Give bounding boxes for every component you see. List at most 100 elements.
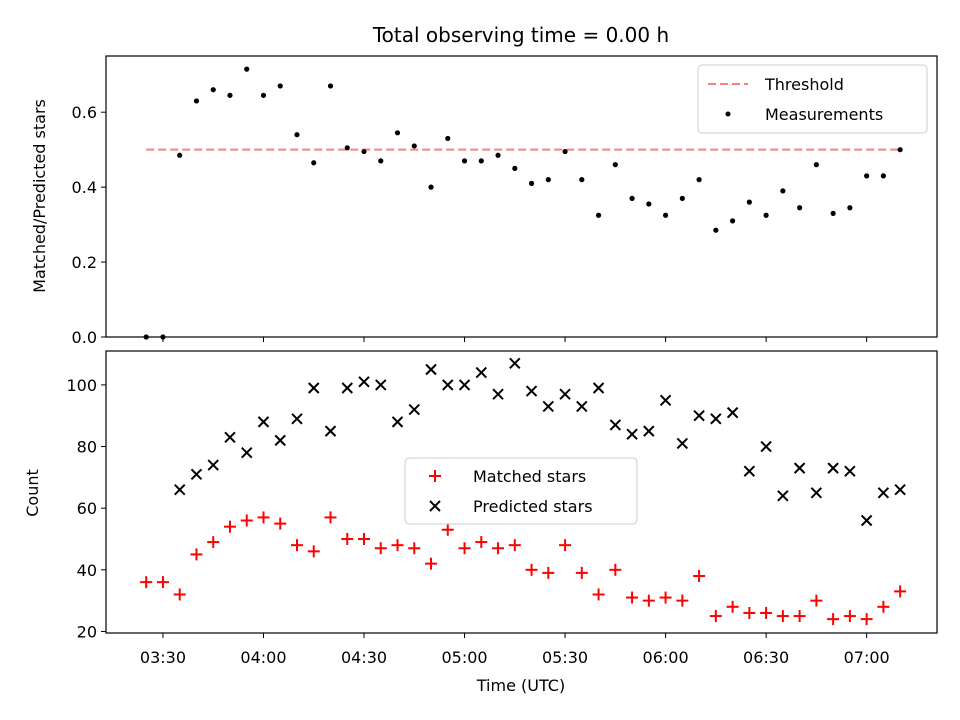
measurement-point [813,162,819,168]
legend-matched-swatch [429,470,441,482]
predicted-star-point [592,382,605,394]
predicted-star-mark-b [693,410,705,422]
top-y-tick-label: 0.6 [72,103,97,122]
legend-predicted-swatch [429,500,441,512]
legend-predicted-label: Predicted stars [473,497,593,516]
predicted-star-point [793,462,806,474]
matched-star-point [240,514,253,527]
matched-star-point [592,588,605,601]
predicted-star-mark-b [475,366,487,379]
predicted-star-point [576,400,588,413]
bottom-y-tick-label: 100 [66,376,97,395]
matched-star-point [525,563,538,576]
predicted-star-mark-b [894,483,906,496]
predicted-star-mark-b [425,363,437,376]
measurement-point [763,212,769,218]
matched-star-point [860,613,873,626]
matched-star-point [408,542,421,555]
top-plot-frame [105,55,938,338]
legend-threshold-label: Threshold [764,75,844,94]
predicted-star-point [643,425,655,437]
predicted-star-point [860,514,873,527]
predicted-star-point [375,379,387,391]
predicted-star-point [341,382,353,394]
predicted-star-mark-b [224,431,236,444]
measurement-point [864,173,870,179]
predicted-star-point [391,416,404,428]
measurement-point [830,210,836,216]
matched-star-point [559,539,572,552]
predicted-star-point [676,437,689,450]
predicted-star-point [710,413,722,425]
matched-star-point [743,606,756,619]
measurement-point [897,147,903,153]
predicted-star-point [726,406,739,419]
predicted-star-point [458,379,471,391]
matched-star-point [307,545,320,558]
measurement-point [428,184,434,190]
predicted-star-point [425,363,437,376]
matched-star-point [140,576,153,589]
bottom-x-tick-label: 04:30 [341,648,387,667]
measurement-point [713,227,719,233]
predicted-star-mark-b [810,487,823,499]
predicted-star-mark-b [760,440,772,453]
predicted-star-mark-b [190,468,203,480]
predicted-star-point [894,483,906,496]
top-panel: 0.0 0.2 0.4 0.6 [72,55,938,347]
bottom-x-tick-label: 06:30 [743,648,789,667]
predicted-star-point [844,465,856,477]
predicted-star-point [877,487,890,499]
matched-star-point [156,576,169,589]
predicted-star-point [542,400,555,413]
matched-star-point [760,606,773,619]
predicted-star-point [174,483,186,496]
predicted-star-mark-b [207,459,219,471]
top-y-axis-label: Matched/Predicted stars [30,99,49,293]
predicted-star-mark-b [542,400,555,413]
predicted-star-point [190,468,203,480]
matched-star-point [810,594,823,607]
measurement-point [244,66,250,72]
measurement-point [847,205,853,211]
matched-star-point [626,591,639,604]
matched-star-point [609,563,622,576]
measurement-point [562,148,568,155]
measurement-point [746,199,752,205]
matched-star-point [257,511,270,524]
predicted-star-point [509,357,521,370]
predicted-star-mark-b [341,382,353,394]
matched-star-point [877,600,890,613]
predicted-star-mark-b [324,425,337,437]
matched-star-point [575,566,588,579]
predicted-star-point [810,487,823,499]
predicted-star-point [492,388,504,400]
measurement-point [595,212,602,218]
matched-star-point [290,539,303,552]
measurement-point [495,152,501,158]
bottom-x-tick-label: 06:00 [643,648,689,667]
top-y-tick-label: 0.0 [72,328,97,347]
measurement-point [646,201,652,207]
legend-measurements-label: Measurements [765,105,883,124]
matched-star-point [358,533,371,545]
bottom-y-tick-label: 40 [77,561,97,580]
predicted-star-mark-b [375,379,387,391]
bottom-panel: 20 40 60 80 100 03:30 04:00 04:30 05:00 05:30 06:0… [66,350,938,667]
predicted-star-point [559,388,571,400]
measurement-point [260,92,267,98]
matched-star-point [793,610,806,623]
predicted-star-mark-b [576,400,588,413]
predicted-star-mark-b [257,416,270,428]
bottom-y-tick-label: 60 [77,499,97,518]
matched-star-point [642,594,655,607]
predicted-star-point [827,462,839,474]
measurement-point [679,195,685,201]
predicted-star-point [626,428,638,440]
measurement-point [177,152,183,158]
bottom-legend: Matched stars Predicted stars [404,457,638,525]
measurement-point [461,158,468,164]
predicted-star-mark-b [793,462,806,474]
measurement-point [277,83,283,89]
